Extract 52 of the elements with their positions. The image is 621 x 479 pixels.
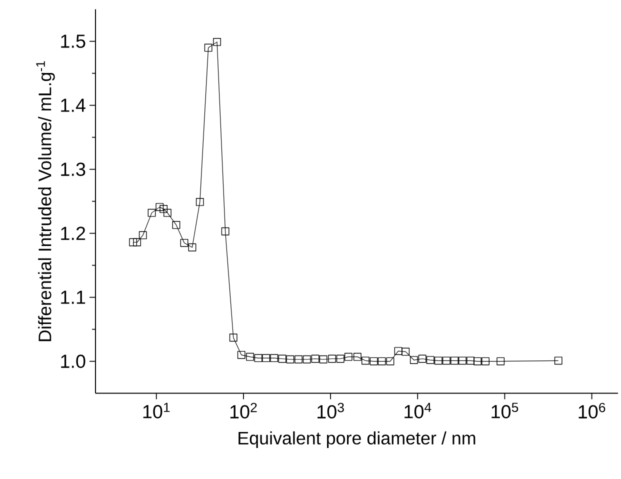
y-tick-label: 1.4 bbox=[61, 98, 86, 112]
y-axis-title: Differential Intruded Volume/ mL.g$^{-1}$ bbox=[36, 61, 55, 342]
point bbox=[434, 356, 442, 365]
point bbox=[237, 350, 246, 359]
point bbox=[418, 354, 426, 363]
x-tick-label: 10$^{5}$ bbox=[492, 402, 518, 418]
point bbox=[328, 354, 336, 363]
point bbox=[426, 356, 434, 364]
point bbox=[442, 356, 450, 365]
x-tick-label: 10$^{1}$ bbox=[143, 402, 170, 418]
point bbox=[370, 357, 378, 366]
point bbox=[262, 354, 270, 362]
point bbox=[450, 356, 458, 365]
point bbox=[221, 227, 230, 236]
point bbox=[302, 355, 311, 364]
point bbox=[311, 354, 320, 363]
x-axis-title: Equivalent pore diameter / nm bbox=[238, 431, 476, 448]
x-tick-label: 10$^{2}$ bbox=[230, 402, 257, 419]
point bbox=[362, 356, 370, 365]
point bbox=[196, 198, 204, 206]
point bbox=[172, 221, 180, 229]
point bbox=[180, 238, 188, 247]
point bbox=[229, 334, 238, 342]
point bbox=[246, 352, 254, 361]
y-tick-label: 1.5 bbox=[61, 34, 86, 48]
point bbox=[402, 348, 410, 356]
x-tick-label: 10$^{6}$ bbox=[578, 402, 606, 419]
y-tick-label: 1.2 bbox=[61, 226, 86, 240]
point bbox=[319, 355, 328, 364]
point bbox=[286, 355, 294, 364]
point bbox=[466, 356, 474, 365]
point bbox=[378, 357, 386, 366]
point bbox=[458, 356, 466, 365]
y-tick-label: 1.0 bbox=[61, 354, 86, 368]
point bbox=[336, 354, 344, 363]
point bbox=[204, 44, 212, 52]
x-tick-label: 10$^{4}$ bbox=[404, 402, 432, 418]
y-tick-label: 1.3 bbox=[61, 162, 86, 176]
point bbox=[163, 208, 172, 217]
point bbox=[386, 357, 394, 366]
point bbox=[410, 356, 418, 364]
x-tick-label: 10$^{3}$ bbox=[318, 402, 344, 419]
y-tick-label: 1.1 bbox=[61, 290, 86, 304]
point bbox=[188, 243, 196, 252]
point bbox=[353, 352, 362, 361]
point bbox=[254, 354, 262, 362]
point bbox=[394, 347, 402, 356]
point bbox=[213, 38, 221, 46]
point bbox=[294, 355, 302, 364]
point bbox=[278, 354, 286, 363]
point bbox=[344, 352, 352, 361]
point bbox=[270, 354, 278, 362]
